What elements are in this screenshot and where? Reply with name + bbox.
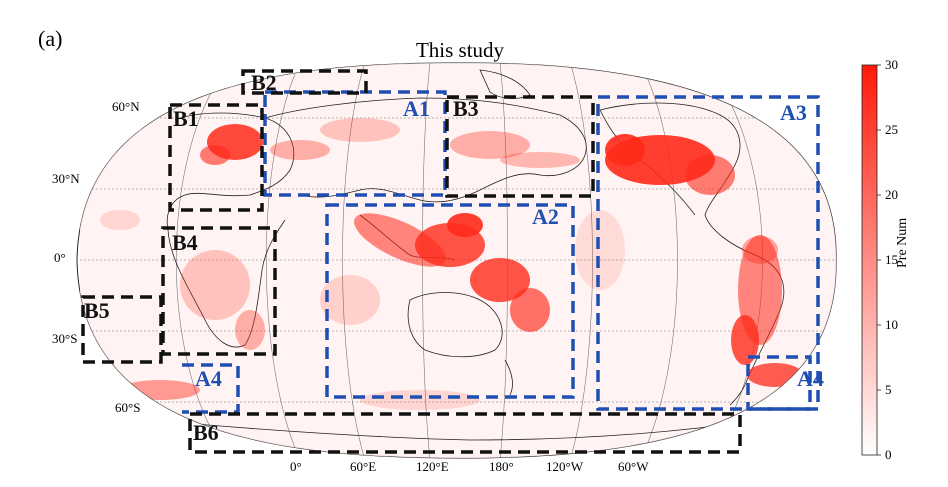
region-label-b3: B3 <box>453 96 479 121</box>
region-label-a4-east: A4 <box>797 366 824 391</box>
colorbar-tick-label: 25 <box>885 122 898 137</box>
density-layer <box>100 118 803 410</box>
map-title: This study <box>0 38 948 63</box>
region-box-b6 <box>188 412 742 454</box>
lat-label-60s: 60°S <box>115 400 141 415</box>
lat-label-60n: 60°N <box>112 99 140 114</box>
colorbar <box>861 64 878 456</box>
region-label-b5: B5 <box>84 298 110 323</box>
black-region-boxes <box>81 69 742 454</box>
lat-label-0: 0° <box>54 250 66 265</box>
region-box-b1 <box>168 103 264 212</box>
colorbar-tick-label: 0 <box>885 447 892 462</box>
region-label-b4: B4 <box>172 230 198 255</box>
region-box-a2 <box>325 203 575 399</box>
colorbar-tick-label: 15 <box>885 252 898 267</box>
lon-label-120w: 120°W <box>546 459 583 474</box>
region-label-a3: A3 <box>780 100 807 125</box>
colorbar-ticks <box>877 64 881 456</box>
colorbar-tick-label: 5 <box>885 382 892 397</box>
blue-region-boxes <box>182 90 820 414</box>
lon-label-180: 180° <box>489 459 514 474</box>
colorbar-tick-label: 30 <box>885 57 898 72</box>
colorbar-title: Pre Num <box>895 217 910 268</box>
region-label-b6: B6 <box>193 420 219 445</box>
region-box-b5 <box>81 295 163 364</box>
region-box-b3 <box>445 95 595 198</box>
region-box-b4 <box>161 226 277 356</box>
lon-label-0: 0° <box>290 459 302 474</box>
region-label-a2: A2 <box>532 204 559 229</box>
colorbar-tick-label: 20 <box>885 187 898 202</box>
region-label-b2: B2 <box>251 70 277 95</box>
region-box-a4-west <box>182 363 240 414</box>
lon-label-60e: 60°E <box>350 459 377 474</box>
lon-label-120e: 120°E <box>416 459 449 474</box>
region-box-a4-east <box>746 355 812 411</box>
region-box-b2 <box>241 69 368 95</box>
region-box-a1 <box>263 90 447 197</box>
map-title-text: This study <box>415 38 505 62</box>
region-label-b1: B1 <box>173 106 199 131</box>
region-label-a1: A1 <box>403 96 430 121</box>
lat-label-30n: 30°N <box>52 171 80 186</box>
lat-label-30s: 30°S <box>52 331 78 346</box>
colorbar-tick-label: 10 <box>885 317 898 332</box>
region-label-a4-west: A4 <box>195 366 222 391</box>
panel-label: (a) <box>38 26 63 51</box>
lon-label-60w: 60°W <box>618 459 649 474</box>
